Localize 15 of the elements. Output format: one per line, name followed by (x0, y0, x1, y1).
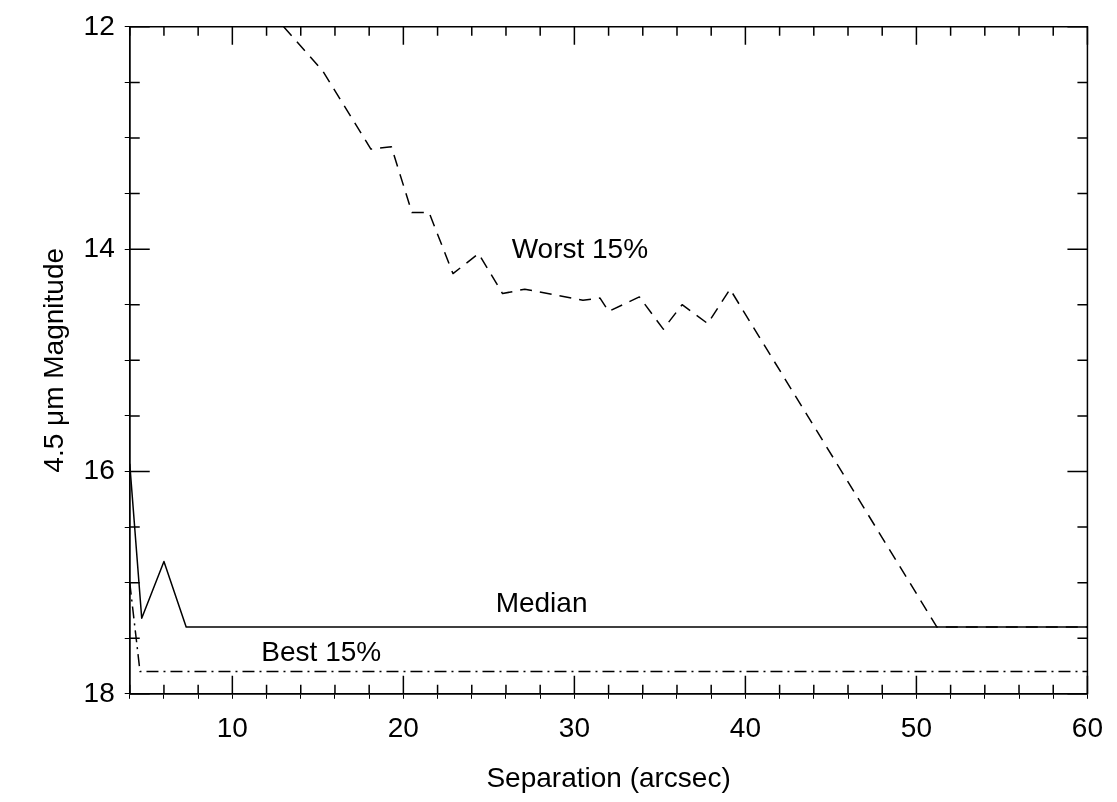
x-tick-label: 10 (216, 712, 248, 744)
annotation: Median (495, 587, 588, 619)
x-tick-label: 20 (387, 712, 419, 744)
x-tick-label: 30 (558, 712, 590, 744)
y-tick-label: 12 (83, 9, 115, 41)
y-tick-label: 18 (83, 676, 115, 708)
y-axis-title: 4.5 μm Magnitude (37, 247, 69, 473)
annotation: Worst 15% (511, 232, 649, 264)
annotation: Best 15% (261, 636, 382, 668)
y-tick-label: 16 (83, 454, 115, 486)
x-axis-title: Separation (arcsec) (486, 761, 731, 793)
x-tick-label: 60 (1071, 712, 1104, 744)
x-tick-label: 40 (729, 712, 761, 744)
y-tick-label: 14 (83, 231, 115, 263)
x-tick-label: 50 (900, 712, 932, 744)
